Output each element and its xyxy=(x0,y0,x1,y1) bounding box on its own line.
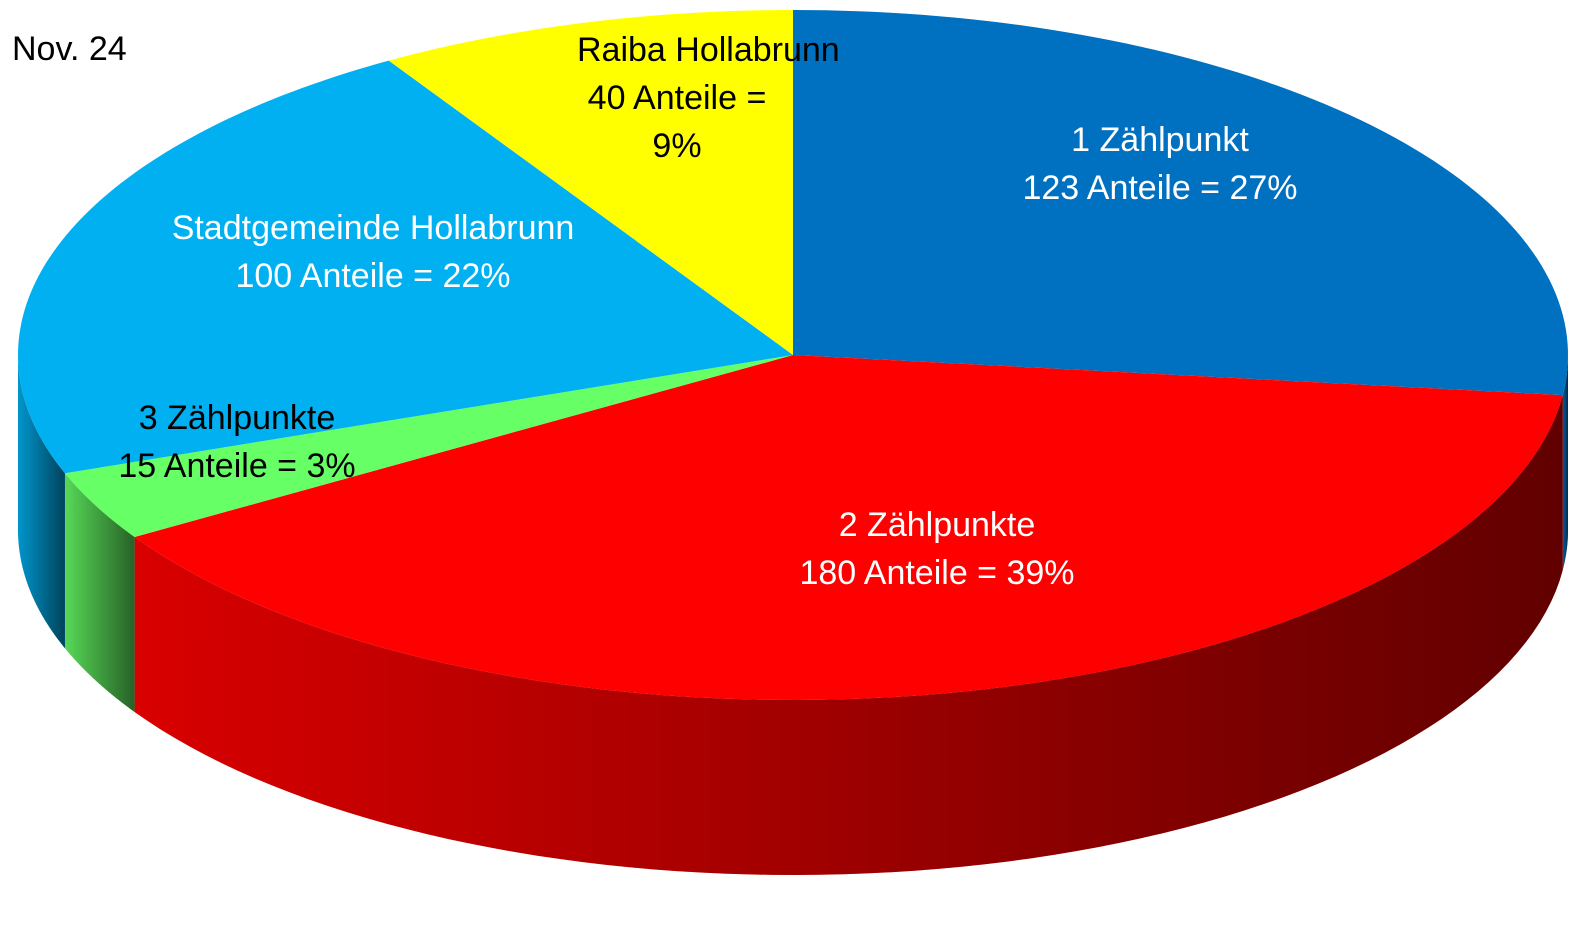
chart-title: Nov. 24 xyxy=(12,30,127,68)
slice-value: 15 Anteile = 3% xyxy=(118,447,356,485)
slice-name: 3 Zählpunkte xyxy=(138,399,336,437)
slice xyxy=(388,10,793,355)
slice-side-shade xyxy=(1562,355,1568,571)
slice-name: Raiba Hollabrunn xyxy=(577,31,840,69)
slice-value: 180 Anteile = 39% xyxy=(799,554,1075,592)
slice-label: 3 Zählpunkte 15 Anteile = 3% xyxy=(87,394,387,490)
slice xyxy=(18,60,793,474)
slice-label: Stadtgemeinde Hollabrunn 100 Anteile = 22… xyxy=(123,204,623,300)
slice-side-shade xyxy=(64,473,135,712)
slice-value: 40 Anteile = 9% xyxy=(587,79,767,165)
slice-label: Raiba Hollabrunn 40 Anteile = 9% xyxy=(577,26,840,170)
slice-name: Stadtgemeinde Hollabrunn xyxy=(171,209,575,247)
slice xyxy=(793,10,1568,396)
slice-side-shade xyxy=(134,395,1563,875)
slice xyxy=(134,355,1563,700)
slice xyxy=(64,355,794,537)
slice-value: 100 Anteile = 22% xyxy=(235,257,511,295)
slice-label: 1 Zählpunkt 123 Anteile = 27% xyxy=(960,116,1360,212)
slice-label: 2 Zählpunkte 180 Anteile = 39% xyxy=(737,501,1137,597)
slice-value: 123 Anteile = 27% xyxy=(1022,169,1298,207)
slice-name: 1 Zählpunkt xyxy=(1071,121,1249,159)
slice-side-shade xyxy=(18,355,65,649)
slice-name: 2 Zählpunkte xyxy=(838,506,1036,544)
